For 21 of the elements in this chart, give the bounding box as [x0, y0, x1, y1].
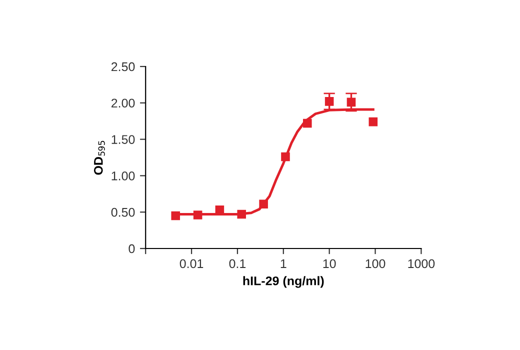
- point: [237, 210, 246, 219]
- x-tick-label: 10: [323, 259, 336, 268]
- x-tick-label: 1000: [408, 259, 435, 268]
- y-tick-label: 0.50: [111, 208, 135, 217]
- x-tick-label: 0.01: [180, 259, 204, 268]
- point: [303, 118, 312, 128]
- x-tick-label: 0.1: [229, 259, 246, 268]
- y-tick-label: 1.50: [112, 135, 135, 144]
- y-axis-title: OD$_{595}$: [94, 140, 105, 175]
- x-tick-label: 1: [280, 259, 286, 268]
- point: [171, 211, 180, 220]
- y-tick-label: 0: [128, 244, 135, 254]
- point: [193, 210, 202, 220]
- point: [281, 152, 290, 162]
- y-tick-label: 2.00: [111, 98, 135, 108]
- y-tick-label: 1.00: [112, 172, 135, 180]
- x-axis-title: hIL-29 (ng/ml): [243, 276, 324, 288]
- y-tick-label: 2.50: [111, 62, 135, 72]
- point: [259, 200, 268, 208]
- point: [368, 117, 378, 126]
- x-tick-label: 100: [366, 259, 386, 268]
